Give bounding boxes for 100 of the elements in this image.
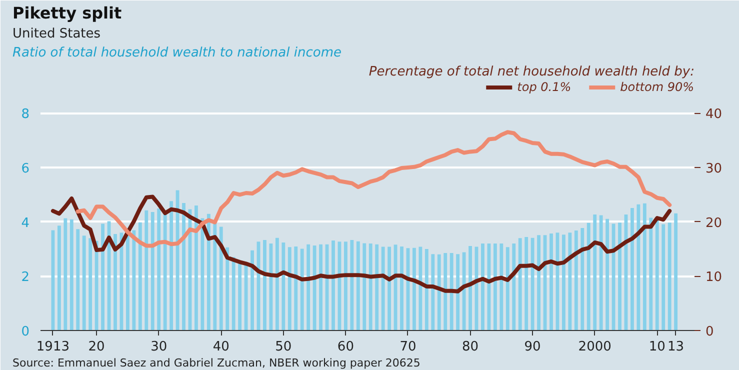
bar bbox=[294, 246, 298, 330]
y-tick-label: 4 bbox=[21, 216, 30, 231]
bar bbox=[500, 244, 504, 330]
bar bbox=[269, 244, 273, 330]
bar bbox=[94, 240, 98, 330]
x-tick-label: 50 bbox=[275, 340, 292, 354]
bar bbox=[580, 228, 584, 330]
bar bbox=[275, 238, 279, 330]
bar bbox=[126, 235, 130, 330]
bar bbox=[200, 218, 204, 330]
bar bbox=[114, 234, 117, 330]
bar bbox=[263, 240, 266, 330]
bar bbox=[344, 242, 348, 330]
x-tick-label: 60 bbox=[337, 340, 354, 354]
bar bbox=[481, 244, 484, 330]
bar bbox=[144, 210, 148, 330]
bar bbox=[238, 262, 242, 330]
bar bbox=[524, 237, 528, 330]
bar bbox=[518, 238, 522, 330]
bar bbox=[194, 206, 198, 330]
bar bbox=[300, 248, 304, 330]
y2-tick-label: 20 bbox=[706, 216, 722, 231]
bar bbox=[649, 218, 653, 330]
bar bbox=[468, 246, 472, 330]
bar bbox=[424, 248, 428, 330]
x-tick-label: 10 bbox=[648, 340, 666, 354]
x-tick-label: 20 bbox=[88, 340, 105, 354]
bar bbox=[668, 222, 672, 330]
bar bbox=[487, 244, 491, 330]
bar bbox=[332, 240, 335, 330]
bar bbox=[530, 238, 534, 330]
bar bbox=[368, 244, 372, 330]
bar bbox=[418, 246, 422, 330]
bar bbox=[550, 233, 553, 330]
bar bbox=[462, 252, 466, 330]
y-axis-title: Ratio of total household wealth to national income bbox=[12, 46, 342, 60]
bar bbox=[586, 222, 590, 330]
bar bbox=[606, 218, 610, 330]
bar bbox=[431, 254, 435, 330]
legend-label: top 0.1% bbox=[517, 80, 572, 94]
bar bbox=[163, 214, 167, 330]
bar bbox=[562, 234, 566, 330]
bar bbox=[70, 219, 74, 330]
bar bbox=[306, 244, 310, 330]
bar bbox=[288, 247, 292, 330]
bar bbox=[618, 222, 622, 330]
y2-tick-label: 30 bbox=[706, 161, 722, 176]
line-series bbox=[76, 130, 672, 248]
bar bbox=[388, 246, 392, 330]
bar bbox=[450, 253, 454, 330]
bar bbox=[213, 222, 217, 330]
bar bbox=[88, 238, 92, 330]
bar bbox=[642, 203, 646, 330]
x-tick-label: 80 bbox=[462, 340, 479, 354]
y-tick-label: 2 bbox=[21, 270, 30, 286]
line-series bbox=[50, 194, 672, 294]
bar bbox=[250, 250, 254, 330]
bar bbox=[312, 245, 316, 330]
bar bbox=[400, 246, 404, 330]
bar bbox=[232, 257, 236, 330]
bar bbox=[630, 208, 634, 330]
bar bbox=[132, 230, 136, 330]
x-tick-label: 30 bbox=[150, 340, 168, 354]
y2-tick-label: 40 bbox=[706, 107, 722, 122]
bar bbox=[655, 218, 659, 330]
bar bbox=[226, 247, 230, 330]
chart-title: Piketty split bbox=[12, 4, 122, 22]
x-tick-label: 40 bbox=[212, 340, 230, 354]
bar bbox=[375, 244, 379, 330]
bar bbox=[219, 226, 223, 330]
bar bbox=[319, 244, 322, 330]
bar bbox=[76, 229, 80, 330]
bar bbox=[64, 218, 68, 330]
bar bbox=[437, 254, 441, 330]
x-tick-label: 70 bbox=[400, 340, 416, 354]
bar bbox=[456, 254, 460, 330]
bar bbox=[138, 222, 142, 330]
bar bbox=[537, 235, 540, 330]
bar bbox=[362, 243, 366, 330]
bar bbox=[506, 247, 510, 330]
source-note: Source: Emmanuel Saez and Gabriel Zucman, NBER working paper 20625 bbox=[12, 356, 420, 370]
y-tick-label: 8 bbox=[21, 107, 30, 122]
x-tick-label: 2000 bbox=[578, 340, 612, 354]
y-tick-label: 6 bbox=[21, 161, 30, 176]
y2-tick-label: 10 bbox=[706, 270, 722, 286]
y2-tick-label: 0 bbox=[706, 324, 714, 340]
bar bbox=[182, 203, 186, 330]
x-tick-label: 1913 bbox=[36, 340, 70, 354]
y2-axis-title: Percentage of total net household wealth held by: bbox=[368, 64, 695, 80]
bar bbox=[599, 215, 603, 330]
bar bbox=[101, 224, 104, 330]
bar bbox=[150, 212, 154, 330]
bar bbox=[636, 204, 640, 330]
bar bbox=[51, 230, 55, 330]
bar bbox=[593, 214, 597, 330]
bar bbox=[350, 240, 354, 330]
bar bbox=[493, 244, 497, 330]
x-tick-label: 90 bbox=[524, 340, 541, 354]
bar bbox=[170, 201, 174, 330]
bar bbox=[568, 232, 572, 330]
